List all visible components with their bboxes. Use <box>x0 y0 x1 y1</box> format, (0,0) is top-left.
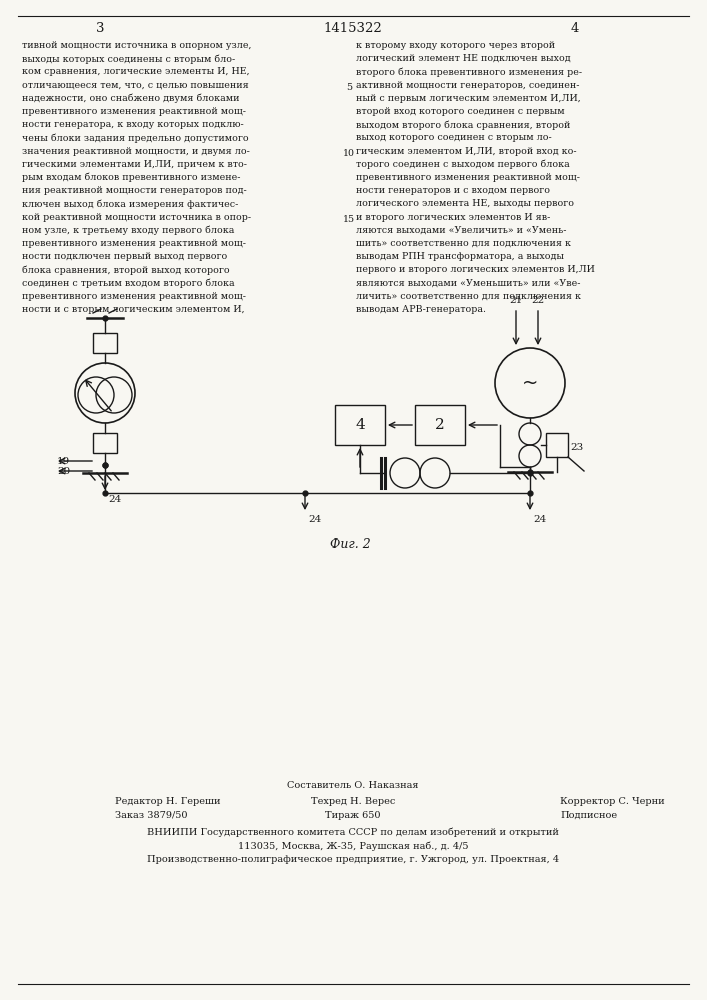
Text: 19: 19 <box>57 456 70 466</box>
Text: выходы которых соединены с вторым бло-: выходы которых соединены с вторым бло- <box>22 54 235 64</box>
Text: Производственно-полиграфическое предприятие, г. Ужгород, ул. Проектная, 4: Производственно-полиграфическое предприя… <box>147 856 559 864</box>
Text: логический элемент НЕ подключен выход: логический элемент НЕ подключен выход <box>356 54 571 63</box>
Text: ном узле, к третьему входу первого блока: ном узле, к третьему входу первого блока <box>22 226 235 235</box>
Text: ности генераторов и с входом первого: ности генераторов и с входом первого <box>356 186 550 195</box>
Text: являются выходами «Уменьшить» или «Уве-: являются выходами «Уменьшить» или «Уве- <box>356 279 580 288</box>
Text: личить» соответственно для подключения к: личить» соответственно для подключения к <box>356 292 581 301</box>
Text: второго блока превентивного изменения ре-: второго блока превентивного изменения ре… <box>356 67 582 77</box>
Text: Тираж 650: Тираж 650 <box>325 810 381 820</box>
Text: ный с первым логическим элементом И,ЛИ,: ный с первым логическим элементом И,ЛИ, <box>356 94 580 103</box>
Bar <box>546 433 568 457</box>
Text: гическим элементом И,ЛИ, второй вход ко-: гическим элементом И,ЛИ, второй вход ко- <box>356 147 577 156</box>
Text: торого соединен с выходом первого блока: торого соединен с выходом первого блока <box>356 160 570 169</box>
Text: ВНИИПИ Государственного комитета СССР по делам изобретений и открытий: ВНИИПИ Государственного комитета СССР по… <box>147 827 559 837</box>
Text: 20: 20 <box>57 466 70 476</box>
Bar <box>415 405 465 445</box>
Text: ности и с вторым логическим элементом И,: ности и с вторым логическим элементом И, <box>22 305 245 314</box>
Text: Фиг. 2: Фиг. 2 <box>329 538 370 552</box>
Text: тивной мощности источника в опорном узле,: тивной мощности источника в опорном узле… <box>22 41 252 50</box>
Text: 23: 23 <box>570 442 583 452</box>
Text: отличающееся тем, что, с целью повышения: отличающееся тем, что, с целью повышения <box>22 81 249 90</box>
Text: Подписное: Подписное <box>560 810 617 820</box>
Text: 15: 15 <box>343 215 355 224</box>
Text: превентивного изменения реактивной мощ-: превентивного изменения реактивной мощ- <box>356 173 580 182</box>
Text: к второму входу которого через второй: к второму входу которого через второй <box>356 41 555 50</box>
Text: 10: 10 <box>343 149 355 158</box>
Text: превентивного изменения реактивной мощ-: превентивного изменения реактивной мощ- <box>22 239 246 248</box>
Text: 21: 21 <box>509 296 522 305</box>
Text: 24: 24 <box>108 495 121 504</box>
Text: значения реактивной мощности, и двумя ло-: значения реактивной мощности, и двумя ло… <box>22 147 250 156</box>
Text: 24: 24 <box>308 515 321 524</box>
Text: активной мощности генераторов, соединен-: активной мощности генераторов, соединен- <box>356 81 580 90</box>
Text: ния реактивной мощности генераторов под-: ния реактивной мощности генераторов под- <box>22 186 247 195</box>
Text: превентивного изменения реактивной мощ-: превентивного изменения реактивной мощ- <box>22 292 246 301</box>
Text: 2: 2 <box>435 418 445 432</box>
Text: Корректор С. Черни: Корректор С. Черни <box>560 796 665 806</box>
Text: 22: 22 <box>532 296 544 305</box>
Text: и второго логических элементов И яв-: и второго логических элементов И яв- <box>356 213 550 222</box>
Text: рым входам блоков превентивного измене-: рым входам блоков превентивного измене- <box>22 173 240 182</box>
Text: 1415322: 1415322 <box>324 21 382 34</box>
Text: логического элемента НЕ, выходы первого: логического элемента НЕ, выходы первого <box>356 199 574 208</box>
Text: ности генератора, к входу которых подклю-: ности генератора, к входу которых подклю… <box>22 120 244 129</box>
Text: ком сравнения, логические элементы И, НЕ,: ком сравнения, логические элементы И, НЕ… <box>22 67 250 76</box>
Bar <box>93 433 117 453</box>
Text: превентивного изменения реактивной мощ-: превентивного изменения реактивной мощ- <box>22 107 246 116</box>
Text: гическими элементами И,ЛИ, причем к вто-: гическими элементами И,ЛИ, причем к вто- <box>22 160 247 169</box>
Bar <box>335 405 385 445</box>
Text: соединен с третьим входом второго блока: соединен с третьим входом второго блока <box>22 279 235 288</box>
Text: Заказ 3879/50: Заказ 3879/50 <box>115 810 187 820</box>
Text: выход которого соединен с вторым ло-: выход которого соединен с вторым ло- <box>356 133 551 142</box>
Text: первого и второго логических элементов И,ЛИ: первого и второго логических элементов И… <box>356 265 595 274</box>
Text: шить» соответственно для подключения к: шить» соответственно для подключения к <box>356 239 571 248</box>
Text: второй вход которого соединен с первым: второй вход которого соединен с первым <box>356 107 565 116</box>
Text: выводам АРВ-генератора.: выводам АРВ-генератора. <box>356 305 486 314</box>
Text: 4: 4 <box>571 21 579 34</box>
Text: выводам РПН трансформатора, а выходы: выводам РПН трансформатора, а выходы <box>356 252 564 261</box>
Text: 24: 24 <box>533 515 547 524</box>
Text: ~: ~ <box>522 373 538 392</box>
Text: кой реактивной мощности источника в опор-: кой реактивной мощности источника в опор… <box>22 213 251 222</box>
Text: блока сравнения, второй выход которого: блока сравнения, второй выход которого <box>22 265 230 275</box>
Text: надежности, оно снабжено двумя блоками: надежности, оно снабжено двумя блоками <box>22 94 240 103</box>
Text: Составитель О. Наказная: Составитель О. Наказная <box>287 780 419 790</box>
Text: Редактор Н. Гереши: Редактор Н. Гереши <box>115 796 221 806</box>
Text: выходом второго блока сравнения, второй: выходом второго блока сравнения, второй <box>356 120 571 130</box>
Text: Техред Н. Верес: Техред Н. Верес <box>311 796 395 806</box>
Text: 5: 5 <box>346 83 352 92</box>
Bar <box>93 333 117 353</box>
Text: 3: 3 <box>95 21 104 34</box>
Text: чены блоки задания предельно допустимого: чены блоки задания предельно допустимого <box>22 133 249 143</box>
Text: 4: 4 <box>355 418 365 432</box>
Text: ности подключен первый выход первого: ности подключен первый выход первого <box>22 252 227 261</box>
Text: 113035, Москва, Ж-35, Раушская наб., д. 4/5: 113035, Москва, Ж-35, Раушская наб., д. … <box>238 841 468 851</box>
Text: ляются выходами «Увеличить» и «Умень-: ляются выходами «Увеличить» и «Умень- <box>356 226 566 235</box>
Text: ключен выход блока измерения фактичес-: ключен выход блока измерения фактичес- <box>22 199 238 209</box>
